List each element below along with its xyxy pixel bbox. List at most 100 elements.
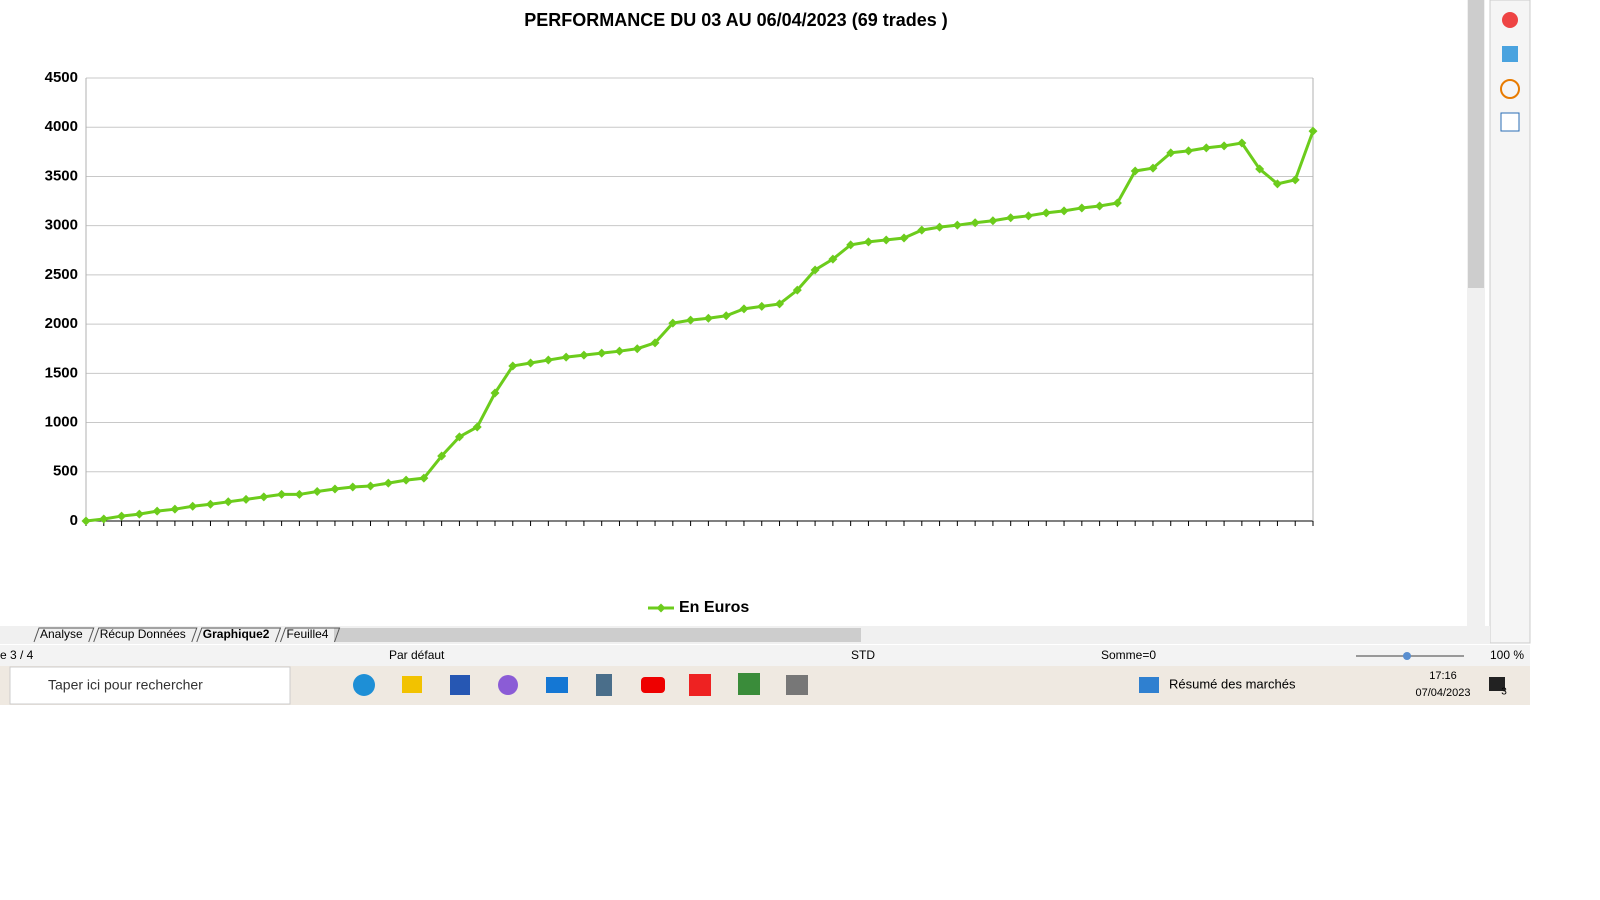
point-marker xyxy=(490,388,500,398)
clock-date[interactable]: 07/04/2023 xyxy=(1415,687,1470,699)
point-marker xyxy=(757,301,767,311)
point-marker xyxy=(899,233,909,243)
point-marker xyxy=(650,338,660,348)
app-icon[interactable] xyxy=(402,676,422,693)
point-marker xyxy=(686,315,696,325)
y-tick-label: 2000 xyxy=(45,315,78,332)
point-marker xyxy=(703,313,713,323)
y-tick-label: 2500 xyxy=(45,266,78,283)
point-marker xyxy=(668,318,678,328)
point-marker xyxy=(614,346,624,356)
sheet-tab[interactable]: Feuille4 xyxy=(286,627,328,641)
point-marker xyxy=(134,509,144,519)
status-text: STD xyxy=(851,648,875,662)
point-marker xyxy=(277,489,287,499)
point-marker xyxy=(1095,201,1105,211)
point-marker xyxy=(348,482,358,492)
point-marker xyxy=(241,494,251,504)
point-marker xyxy=(561,352,571,362)
point-marker xyxy=(1255,164,1265,174)
sheet-tab[interactable]: Récup Données xyxy=(100,627,186,641)
tab-outline xyxy=(33,627,95,643)
point-marker xyxy=(1077,203,1087,213)
y-tick-label: 4000 xyxy=(45,118,78,135)
status-text: Par défaut xyxy=(389,648,445,662)
point-marker xyxy=(721,311,731,321)
point-marker xyxy=(152,506,162,516)
search-text[interactable]: Taper ici pour rechercher xyxy=(48,677,203,693)
point-marker xyxy=(597,348,607,358)
clock-time[interactable]: 17:16 xyxy=(1429,670,1457,682)
sheet-area xyxy=(0,0,1530,626)
tab-outline xyxy=(279,627,341,643)
point-marker xyxy=(259,492,269,502)
app-icon[interactable] xyxy=(738,673,760,695)
point-marker xyxy=(775,299,785,309)
point-marker xyxy=(1219,141,1229,151)
point-marker xyxy=(330,484,340,494)
app-icon[interactable] xyxy=(450,675,470,695)
tab-outline xyxy=(93,627,198,643)
point-marker xyxy=(863,237,873,247)
point-marker xyxy=(99,514,109,524)
notification-icon[interactable] xyxy=(1489,677,1505,691)
point-marker xyxy=(223,497,233,507)
status-text: Somme=0 xyxy=(1101,648,1156,662)
point-marker xyxy=(117,511,127,521)
point-marker xyxy=(1184,146,1194,156)
point-marker xyxy=(739,304,749,314)
y-tick-label: 3000 xyxy=(45,217,78,234)
point-marker xyxy=(1041,208,1051,218)
series-line xyxy=(85,130,1315,523)
point-marker xyxy=(917,225,927,235)
point-marker xyxy=(1272,179,1282,189)
point-marker xyxy=(632,344,642,354)
app-icon[interactable] xyxy=(596,674,612,696)
sheet-tab[interactable]: Analyse xyxy=(40,627,83,641)
zoom-thumb[interactable] xyxy=(1403,652,1411,660)
point-marker xyxy=(1112,198,1122,208)
widget-text[interactable]: Résumé des marchés xyxy=(1169,676,1296,691)
app-icon[interactable] xyxy=(546,677,568,693)
point-marker xyxy=(810,265,820,275)
point-marker xyxy=(205,499,215,509)
sheet-tab[interactable]: Graphique2 xyxy=(203,627,270,641)
point-marker xyxy=(366,481,376,491)
h-scroll-thumb[interactable] xyxy=(334,628,861,642)
point-marker xyxy=(526,358,536,368)
point-marker xyxy=(543,355,553,365)
y-tick-label: 1000 xyxy=(45,414,78,431)
sidebar-icon[interactable] xyxy=(1502,12,1518,28)
app-icon[interactable] xyxy=(353,674,375,696)
point-marker xyxy=(1023,211,1033,221)
point-marker xyxy=(437,451,447,461)
widget-icon[interactable] xyxy=(1139,677,1159,693)
app-icon[interactable] xyxy=(689,674,711,696)
app-icon[interactable] xyxy=(786,675,808,695)
point-marker xyxy=(1130,166,1140,176)
point-marker xyxy=(828,254,838,264)
status-text: e 3 / 4 xyxy=(0,648,34,662)
point-marker xyxy=(988,216,998,226)
point-marker xyxy=(170,504,180,514)
point-marker xyxy=(1059,206,1069,216)
status-bar xyxy=(0,645,1530,666)
sidebar-icon[interactable] xyxy=(1502,46,1518,62)
tab-outline xyxy=(196,627,282,643)
point-marker xyxy=(312,486,322,496)
app-icon[interactable] xyxy=(498,675,518,695)
sidebar-icon[interactable] xyxy=(1500,79,1520,99)
point-marker xyxy=(792,285,802,295)
point-marker xyxy=(1201,143,1211,153)
v-scroll-thumb[interactable] xyxy=(1468,0,1484,288)
search-box[interactable] xyxy=(9,666,291,705)
point-marker xyxy=(579,350,589,360)
point-marker xyxy=(1148,163,1158,173)
point-marker xyxy=(419,473,429,483)
sidebar-icon[interactable] xyxy=(1500,112,1520,132)
app-icon[interactable] xyxy=(641,677,665,693)
chart-title: PERFORMANCE DU 03 AU 06/04/2023 (69 trad… xyxy=(524,10,947,30)
point-marker xyxy=(1308,126,1318,136)
